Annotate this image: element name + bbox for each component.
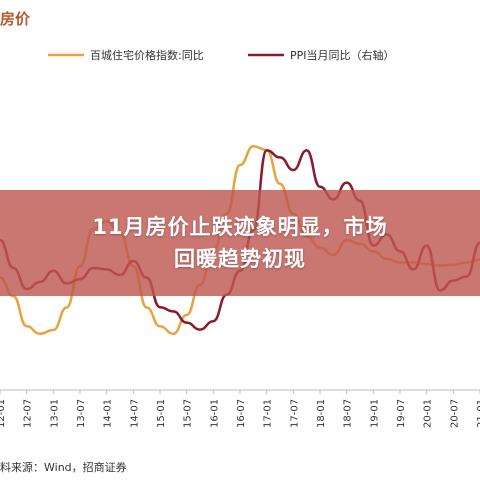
x-tick-label: 14-07 [129,399,140,428]
x-tick-label: 20-01 [423,399,434,428]
headline-banner: 11月房价止跌迹象明显，市场 回暖趋势初现 [0,190,480,296]
chart-title: 房价 [0,10,31,28]
x-tick-label: 21-01 [476,399,480,428]
x-tick-label: 13-07 [76,399,87,428]
x-tick-label: 13-01 [49,399,60,428]
x-tick-label: 15-07 [183,399,194,428]
x-tick-label: 18-01 [316,399,327,428]
x-tick-label: 12-01 [0,399,7,428]
x-tick-label: 16-01 [209,399,220,428]
x-tick-label: 19-07 [396,399,407,428]
headline-line-1: 11月房价止跌迹象明显，市场 [92,215,388,239]
x-tick-label: 16-07 [236,399,247,428]
legend-label-price: 百城住宅价格指数:同比 [90,48,204,62]
headline-line-2: 回暖趋势初现 [174,247,306,271]
x-tick-label: 19-01 [369,399,380,428]
x-tick-layer: 12-01 12-07 13-01 13-07 14-01 14-07 15-01 15-07… [0,390,480,428]
x-tick-label: 20-07 [449,399,460,428]
x-tick-label: 17-01 [263,399,274,428]
x-tick-label: 12-07 [23,399,34,428]
legend-label-ppi: PPI当月同比（右轴） [290,48,395,62]
x-tick-label: 15-01 [156,399,167,428]
x-tick-label: 18-07 [343,399,354,428]
source-note: 料来源：Wind，招商证券 [0,460,127,474]
chart-legend: 百城住宅价格指数:同比 PPI当月同比（右轴） [48,48,395,62]
x-tick-label: 14-01 [103,399,114,428]
x-tick-label: 17-07 [289,399,300,428]
